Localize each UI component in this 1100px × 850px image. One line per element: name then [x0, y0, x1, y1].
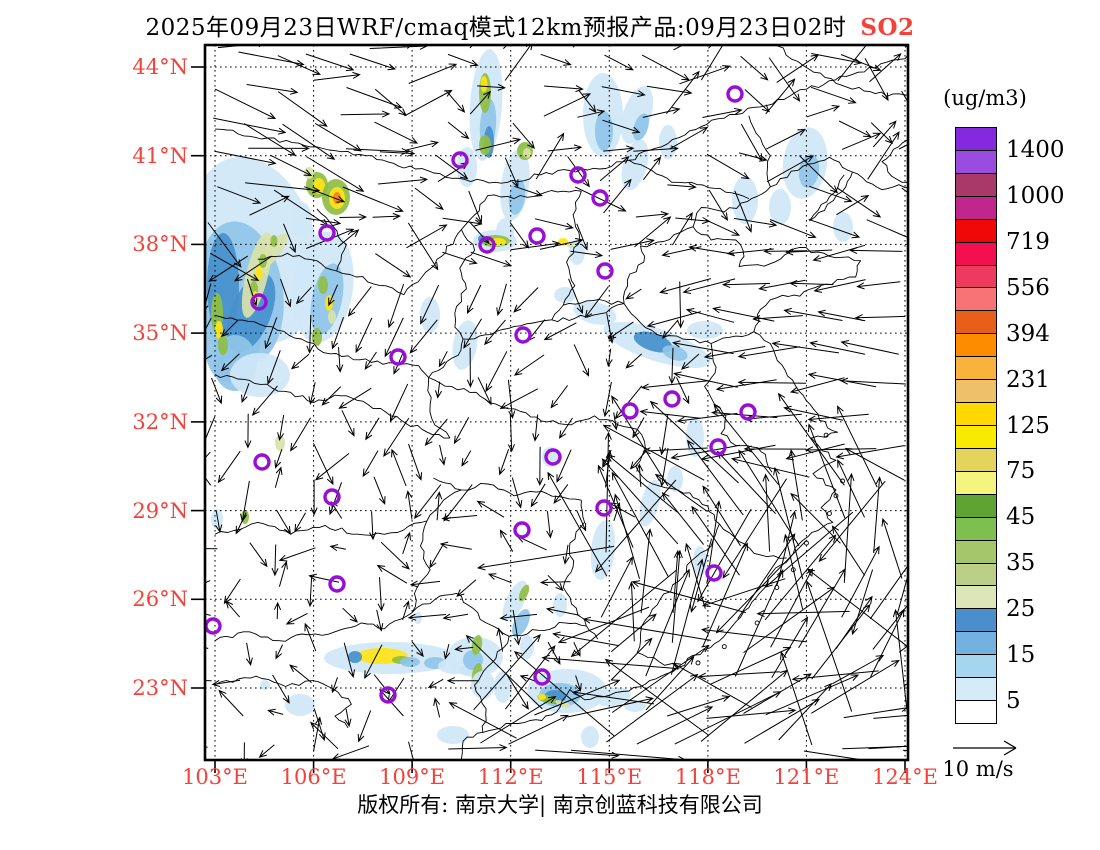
axis-ticks [191, 66, 906, 773]
city-marker [533, 668, 551, 686]
colorbar [955, 127, 997, 724]
colorbar-tick-label: 35 [1006, 550, 1036, 577]
colorbar-cell [956, 701, 996, 723]
city-marker [389, 348, 407, 366]
city-marker [204, 617, 222, 635]
colorbar-cell [956, 563, 996, 587]
map-frame [203, 43, 910, 762]
wind-reference-label: 10 m/s [942, 757, 1014, 781]
city-marker [663, 390, 681, 408]
colorbar-cell [956, 150, 996, 174]
colorbar-tick-label: 1400 [1006, 136, 1065, 163]
city-marker [513, 521, 531, 539]
lat-tick-label: 29°N [132, 498, 188, 523]
city-marker [726, 85, 744, 103]
colorbar-cell [956, 448, 996, 472]
colorbar-cell [956, 173, 996, 197]
title-main: 2025年09月23日WRF/cmaq模式12km预报产品:09月23日02时 [145, 15, 847, 41]
lat-tick-label: 35°N [132, 321, 188, 346]
city-marker [705, 564, 723, 582]
lon-tick-label: 109°E [379, 765, 446, 789]
colorbar-tick-label: 719 [1006, 228, 1050, 255]
station-markers [204, 85, 757, 704]
lat-tick-label: 26°N [132, 587, 188, 612]
colorbar-unit: (ug/m3) [943, 86, 1027, 110]
concentration-shading [205, 49, 853, 748]
wind-reference-arrow-icon [953, 740, 1017, 756]
lon-tick-label: 103°E [182, 765, 248, 789]
province-borders [214, 45, 908, 760]
colorbar-cell [956, 678, 996, 702]
city-marker [591, 189, 609, 207]
colorbar-tick-label: 5 [1006, 688, 1021, 715]
city-marker [596, 262, 614, 280]
colorbar-cell [956, 609, 996, 633]
colorbar-tick-label: 15 [1006, 642, 1036, 669]
colorbar-cell [956, 357, 996, 381]
city-marker [595, 499, 613, 517]
city-marker [528, 227, 546, 245]
colorbar-cell [956, 380, 996, 404]
lat-tick-label: 38°N [132, 232, 188, 257]
colorbar-cell [956, 334, 996, 358]
map-inner [191, 43, 910, 773]
wind-vectors [205, 45, 908, 760]
lat-tick-label: 44°N [132, 55, 188, 79]
colorbar-tick-label: 231 [1006, 366, 1050, 393]
colorbar-cell [956, 540, 996, 564]
colorbar-cell [956, 196, 996, 220]
city-marker [323, 488, 341, 506]
lon-tick-label: 121°E [773, 765, 840, 789]
city-marker [544, 448, 562, 466]
page-title: 2025年09月23日WRF/cmaq模式12km预报产品:09月23日02时 S… [30, 8, 1030, 42]
colorbar-cell [956, 128, 996, 151]
city-marker [318, 224, 336, 242]
copyright: 版权所有: 南京大学| 南京创蓝科技有限公司 [357, 793, 763, 817]
colorbar-cell [956, 403, 996, 426]
lat-tick-label: 41°N [132, 143, 188, 168]
colorbar-cell [956, 219, 996, 243]
colorbar-cell [956, 288, 996, 312]
city-marker [253, 453, 271, 471]
colorbar-tick-label: 25 [1006, 596, 1036, 623]
colorbar-cell [956, 655, 996, 679]
city-marker [379, 686, 397, 704]
title-pollutant: SO2 [860, 14, 915, 41]
lon-tick-label: 115°E [576, 765, 643, 789]
colorbar-cell [956, 586, 996, 610]
lon-tick-label: 112°E [477, 765, 544, 789]
city-marker [451, 151, 469, 169]
colorbar-tick-label: 125 [1006, 412, 1050, 439]
colorbar-cell [956, 425, 996, 449]
city-marker [621, 402, 639, 420]
city-marker [328, 575, 346, 593]
lon-tick-label: 124°E [872, 765, 938, 789]
colorbar-tick-label: 394 [1006, 320, 1050, 347]
colorbar-tick-label: 1000 [1006, 182, 1065, 209]
lon-tick-label: 118°E [674, 765, 741, 789]
city-marker [250, 293, 268, 311]
colorbar-tick-label: 45 [1006, 504, 1036, 531]
colorbar-cell [956, 494, 996, 518]
city-marker [514, 326, 532, 344]
city-marker [739, 403, 757, 421]
colorbar-cell [956, 517, 996, 541]
city-marker [709, 438, 727, 456]
colorbar-cell [956, 311, 996, 335]
lat-tick-label: 32°N [132, 409, 188, 434]
city-marker [478, 236, 496, 254]
lon-tick-label: 106°E [280, 765, 347, 789]
colorbar-tick-label: 556 [1006, 274, 1050, 301]
colorbar-tick-label: 75 [1006, 458, 1036, 485]
colorbar-cell [956, 632, 996, 656]
lat-tick-label: 23°N [132, 676, 188, 700]
colorbar-cell [956, 471, 996, 495]
colorbar-cell [956, 265, 996, 289]
city-marker [569, 166, 587, 184]
colorbar-cell [956, 242, 996, 266]
